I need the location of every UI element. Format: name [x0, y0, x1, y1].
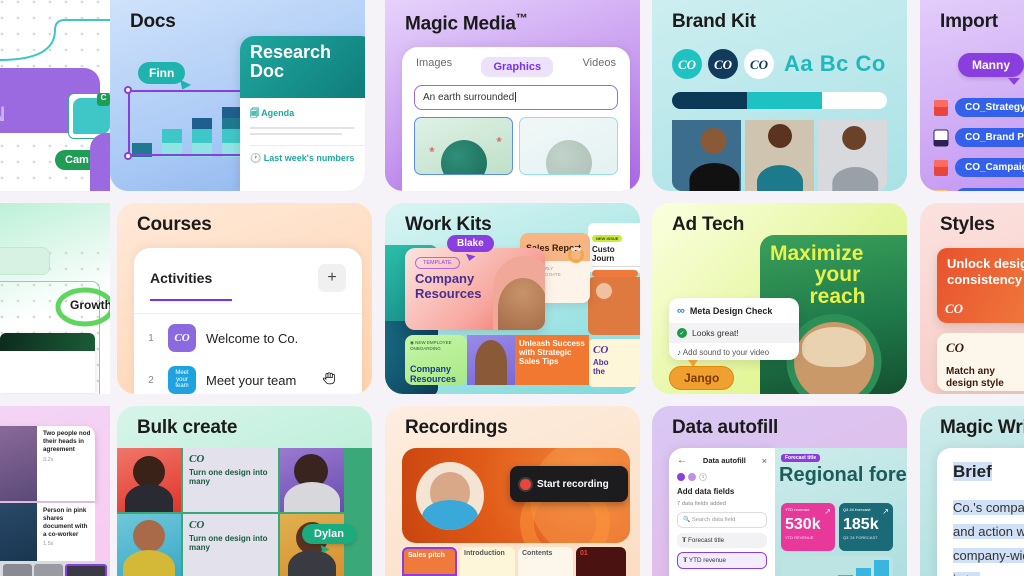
svg-text:CO: CO [678, 57, 697, 72]
svg-text:CO: CO [750, 57, 769, 72]
svg-text:CO: CO [714, 57, 733, 72]
